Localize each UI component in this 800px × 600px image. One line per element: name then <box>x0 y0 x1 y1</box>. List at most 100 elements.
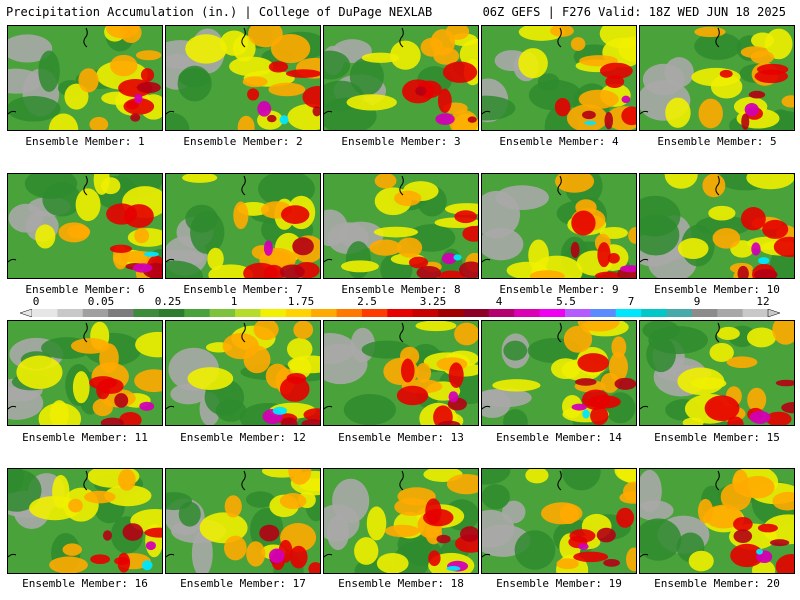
member-map-10 <box>639 173 795 279</box>
member-map-4 <box>481 25 637 131</box>
colorbar-segment <box>717 309 744 317</box>
precip-field-19 <box>482 469 636 573</box>
precip-field-8 <box>324 174 478 278</box>
member-caption-11: Ensemble Member: 11 <box>22 431 148 444</box>
colorbar-segment <box>514 309 541 317</box>
member-caption-12: Ensemble Member: 12 <box>180 431 306 444</box>
member-map-13 <box>323 320 479 426</box>
colorbar-segment <box>412 309 439 317</box>
colorbar-segment <box>539 309 566 317</box>
colorbar-segment <box>463 309 490 317</box>
member-caption-8: Ensemble Member: 8 <box>341 283 461 296</box>
member-map-3 <box>323 25 479 131</box>
colorbar-segment <box>260 309 287 317</box>
colorbar-segment <box>590 309 617 317</box>
member-caption-9: Ensemble Member: 9 <box>499 283 619 296</box>
member-map-5 <box>639 25 795 131</box>
member-map-8 <box>323 173 479 279</box>
colorbar-segment <box>57 309 84 317</box>
member-map-19 <box>481 468 637 574</box>
precip-field-14 <box>482 321 636 425</box>
member-map-17 <box>165 468 321 574</box>
colorbar-label: 3.25 <box>419 295 447 308</box>
member-caption-16: Ensemble Member: 16 <box>22 577 148 590</box>
colorbar-segment <box>32 309 58 317</box>
colorbar-segment <box>336 309 363 317</box>
colorbar-label: 0.05 <box>87 295 115 308</box>
colorbar-label: 0.25 <box>154 295 182 308</box>
member-caption-5: Ensemble Member: 5 <box>657 135 777 148</box>
precip-field-12 <box>166 321 320 425</box>
colorbar-segment <box>158 309 185 317</box>
member-map-14 <box>481 320 637 426</box>
precip-field-16 <box>8 469 162 573</box>
precip-field-3 <box>324 26 478 130</box>
member-caption-6: Ensemble Member: 6 <box>25 283 145 296</box>
colorbar-segment <box>108 309 135 317</box>
member-caption-4: Ensemble Member: 4 <box>499 135 619 148</box>
member-caption-3: Ensemble Member: 3 <box>341 135 461 148</box>
precip-field-9 <box>482 174 636 278</box>
colorbar-segment <box>742 309 769 317</box>
header-left: Precipitation Accumulation (in.) | Colle… <box>6 5 433 19</box>
colorbar-segment <box>666 309 693 317</box>
colorbar-label: 1 <box>230 295 238 308</box>
colorbar-label: 0 <box>32 295 40 308</box>
colorbar-segment <box>691 309 718 317</box>
member-caption-7: Ensemble Member: 7 <box>183 283 303 296</box>
colorbar-segment <box>387 309 414 317</box>
precip-field-13 <box>324 321 478 425</box>
member-map-16 <box>7 468 163 574</box>
colorbar-label: 5.5 <box>556 295 576 308</box>
member-map-7 <box>165 173 321 279</box>
precip-field-15 <box>640 321 794 425</box>
colorbar-label: 1.75 <box>287 295 315 308</box>
colorbar-right-arrow <box>767 309 780 317</box>
precip-field-10 <box>640 174 794 278</box>
colorbar-segment <box>361 309 388 317</box>
colorbar-segment <box>564 309 591 317</box>
member-caption-19: Ensemble Member: 19 <box>496 577 622 590</box>
member-map-1 <box>7 25 163 131</box>
precip-field-2 <box>166 26 320 130</box>
precip-field-18 <box>324 469 478 573</box>
colorbar-segment <box>615 309 642 317</box>
colorbar-segment <box>311 309 338 317</box>
precip-field-17 <box>166 469 320 573</box>
member-caption-18: Ensemble Member: 18 <box>338 577 464 590</box>
colorbar-segment <box>235 309 261 317</box>
colorbar-segment <box>133 309 160 317</box>
member-caption-20: Ensemble Member: 20 <box>654 577 780 590</box>
member-caption-14: Ensemble Member: 14 <box>496 431 622 444</box>
colorbar-label: 7 <box>627 295 635 308</box>
colorbar-scale <box>20 309 780 317</box>
precip-field-7 <box>166 174 320 278</box>
colorbar-label: 12 <box>756 295 770 308</box>
member-map-12 <box>165 320 321 426</box>
member-caption-13: Ensemble Member: 13 <box>338 431 464 444</box>
colorbar-segment <box>438 309 464 317</box>
precip-field-6 <box>8 174 162 278</box>
member-caption-2: Ensemble Member: 2 <box>183 135 303 148</box>
member-caption-10: Ensemble Member: 10 <box>654 283 780 296</box>
member-map-6 <box>7 173 163 279</box>
member-caption-15: Ensemble Member: 15 <box>654 431 780 444</box>
member-map-11 <box>7 320 163 426</box>
colorbar-label: 4 <box>495 295 503 308</box>
member-caption-17: Ensemble Member: 17 <box>180 577 306 590</box>
colorbar-segment <box>285 309 312 317</box>
colorbar-segment <box>82 309 109 317</box>
precip-field-5 <box>640 26 794 130</box>
member-map-15 <box>639 320 795 426</box>
member-map-2 <box>165 25 321 131</box>
colorbar-label: 2.5 <box>357 295 377 308</box>
colorbar: 0 0.05 0.25 1 1.75 2.5 3.25 4 5.5 7 9 12 <box>0 296 800 320</box>
colorbar-segment <box>641 309 667 317</box>
member-caption-1: Ensemble Member: 1 <box>25 135 145 148</box>
member-map-9 <box>481 173 637 279</box>
colorbar-segment <box>184 309 211 317</box>
colorbar-left-arrow <box>20 309 33 317</box>
colorbar-label: 9 <box>693 295 701 308</box>
precip-field-20 <box>640 469 794 573</box>
header-right: 06Z GEFS | F276 Valid: 18Z WED JUN 18 20… <box>482 5 786 19</box>
